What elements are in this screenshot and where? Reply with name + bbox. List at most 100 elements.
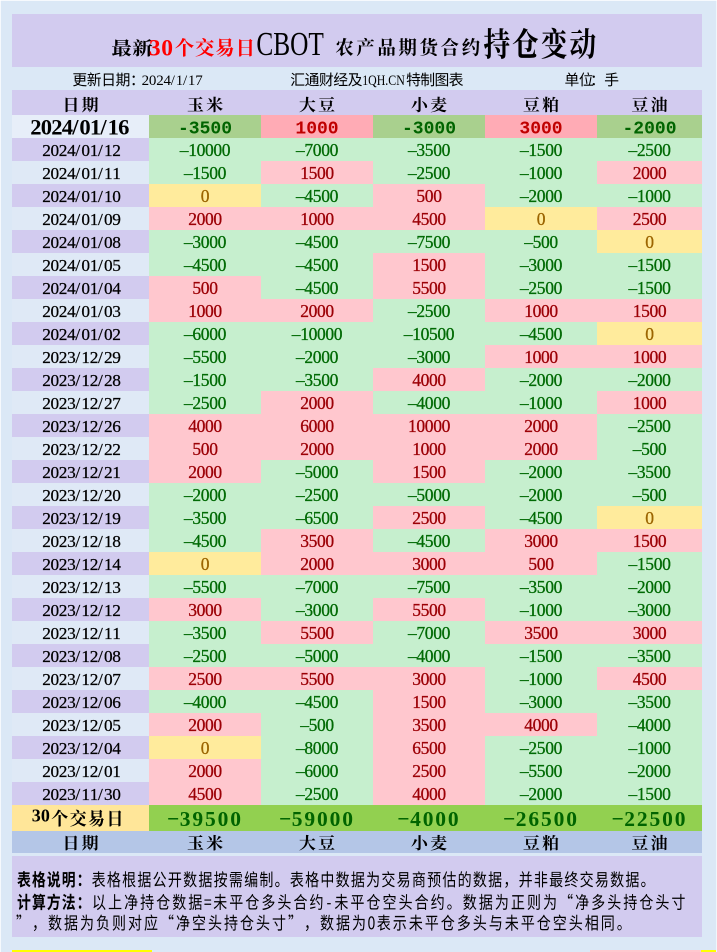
svg-text:2000: 2000: [633, 163, 667, 183]
svg-text:2024/01/05: 2024/01/05: [42, 256, 121, 275]
svg-text:–3000: –3000: [628, 600, 672, 620]
svg-text:–2000: –2000: [183, 485, 227, 505]
svg-text:CBOT: CBOT: [256, 26, 324, 63]
svg-text:2000: 2000: [188, 209, 222, 229]
svg-text:–6500: –6500: [295, 508, 339, 528]
svg-text:–2000: –2000: [628, 370, 672, 390]
svg-text:–6000: –6000: [295, 761, 339, 781]
svg-text:–7500: –7500: [407, 577, 451, 597]
svg-text:–2500: –2500: [183, 646, 227, 666]
svg-text:–3500: –3500: [628, 692, 672, 712]
svg-text:–5500: –5500: [183, 577, 227, 597]
svg-text:–10500: –10500: [403, 324, 455, 344]
svg-text:–4500: –4500: [183, 255, 227, 275]
svg-text:2023/12/26: 2023/12/26: [42, 417, 121, 436]
svg-text:3000: 3000: [412, 554, 446, 574]
svg-text:–2000: –2000: [519, 462, 563, 482]
svg-text:2000: 2000: [188, 715, 222, 735]
svg-text:–2500: –2500: [183, 393, 227, 413]
svg-text:4000: 4000: [412, 370, 446, 390]
svg-text:2000: 2000: [300, 439, 334, 459]
svg-text:–2500: –2500: [295, 784, 339, 804]
svg-text:–4500: –4500: [295, 232, 339, 252]
svg-text:–1000: –1000: [519, 669, 563, 689]
svg-text:5500: 5500: [300, 623, 334, 643]
svg-text:2023/12/21: 2023/12/21: [42, 463, 121, 482]
svg-text:4500: 4500: [412, 209, 446, 229]
svg-text:–10000: –10000: [291, 324, 343, 344]
svg-text:1000: 1000: [300, 209, 334, 229]
svg-text:2023/12/29: 2023/12/29: [42, 348, 121, 367]
svg-text:-3000: -3000: [402, 119, 456, 139]
svg-text:1000: 1000: [524, 347, 558, 367]
svg-text:2023/12/19: 2023/12/19: [42, 509, 121, 528]
svg-text:–1500: –1500: [628, 278, 672, 298]
svg-text:–5500: –5500: [183, 347, 227, 367]
svg-text:–7000: –7000: [407, 623, 451, 643]
svg-text:3000: 3000: [188, 600, 222, 620]
svg-text:−39500: −39500: [167, 807, 241, 831]
svg-text:–5000: –5000: [407, 485, 451, 505]
svg-text:4500: 4500: [633, 669, 667, 689]
svg-text:–7000: –7000: [295, 577, 339, 597]
svg-text:–2500: –2500: [519, 738, 563, 758]
svg-text:–1500: –1500: [628, 554, 672, 574]
svg-text:–500: –500: [632, 485, 667, 505]
svg-text:2000: 2000: [188, 462, 222, 482]
svg-text:3000: 3000: [519, 119, 562, 139]
svg-text:0: 0: [645, 508, 654, 528]
svg-text:1500: 1500: [300, 163, 334, 183]
svg-text:2023/12/14: 2023/12/14: [42, 555, 121, 574]
svg-text:–2000: –2000: [519, 784, 563, 804]
svg-text:–5000: –5000: [295, 462, 339, 482]
svg-text:500: 500: [192, 278, 218, 298]
svg-text:2024/01/02: 2024/01/02: [42, 325, 121, 344]
svg-text:–4500: –4500: [295, 255, 339, 275]
svg-text:–3500: –3500: [183, 623, 227, 643]
svg-text:−26500: −26500: [503, 807, 577, 831]
svg-text:3000: 3000: [524, 531, 558, 551]
svg-text:1QH.CN: 1QH.CN: [362, 73, 405, 89]
svg-text:–1500: –1500: [628, 255, 672, 275]
svg-text:-3500: -3500: [178, 119, 232, 139]
svg-text:–1500: –1500: [519, 140, 563, 160]
svg-text:–3000: –3000: [519, 255, 563, 275]
svg-text:1000: 1000: [412, 439, 446, 459]
svg-text:500: 500: [528, 554, 554, 574]
svg-text:3500: 3500: [300, 531, 334, 551]
svg-text:1000: 1000: [188, 301, 222, 321]
svg-text:1500: 1500: [412, 692, 446, 712]
svg-text:2023/12/06: 2023/12/06: [42, 693, 121, 712]
svg-text:2024/01/11: 2024/01/11: [42, 164, 121, 183]
svg-text:–1500: –1500: [183, 370, 227, 390]
svg-text:1000: 1000: [633, 347, 667, 367]
svg-text:–4500: –4500: [295, 278, 339, 298]
svg-text:–2500: –2500: [519, 278, 563, 298]
svg-text:1500: 1500: [633, 301, 667, 321]
svg-text:–2500: –2500: [407, 163, 451, 183]
svg-text:2023/12/27: 2023/12/27: [42, 394, 121, 413]
svg-text:–7500: –7500: [407, 232, 451, 252]
svg-text:4500: 4500: [188, 784, 222, 804]
svg-text:2023/12/08: 2023/12/08: [42, 647, 121, 666]
svg-text:500: 500: [416, 186, 442, 206]
svg-text:2023/12/20: 2023/12/20: [42, 486, 121, 505]
svg-text:–4500: –4500: [407, 531, 451, 551]
svg-text:2023/12/11: 2023/12/11: [42, 624, 121, 643]
svg-text:–3500: –3500: [183, 508, 227, 528]
svg-text:–4500: –4500: [519, 508, 563, 528]
svg-text:2500: 2500: [188, 669, 222, 689]
svg-text:–4000: –4000: [407, 646, 451, 666]
svg-text:4000: 4000: [188, 416, 222, 436]
svg-text:4000: 4000: [412, 784, 446, 804]
svg-text:–3000: –3000: [519, 692, 563, 712]
svg-text:2024/01/03: 2024/01/03: [42, 302, 121, 321]
svg-text:–2500: –2500: [628, 140, 672, 160]
svg-text:2000: 2000: [300, 393, 334, 413]
svg-text:–2000: –2000: [628, 761, 672, 781]
svg-text:–7000: –7000: [295, 140, 339, 160]
svg-text:−59000: −59000: [279, 807, 353, 831]
svg-text:0: 0: [201, 554, 210, 574]
svg-text:2024/01/04: 2024/01/04: [42, 279, 121, 298]
svg-text:–6000: –6000: [183, 324, 227, 344]
